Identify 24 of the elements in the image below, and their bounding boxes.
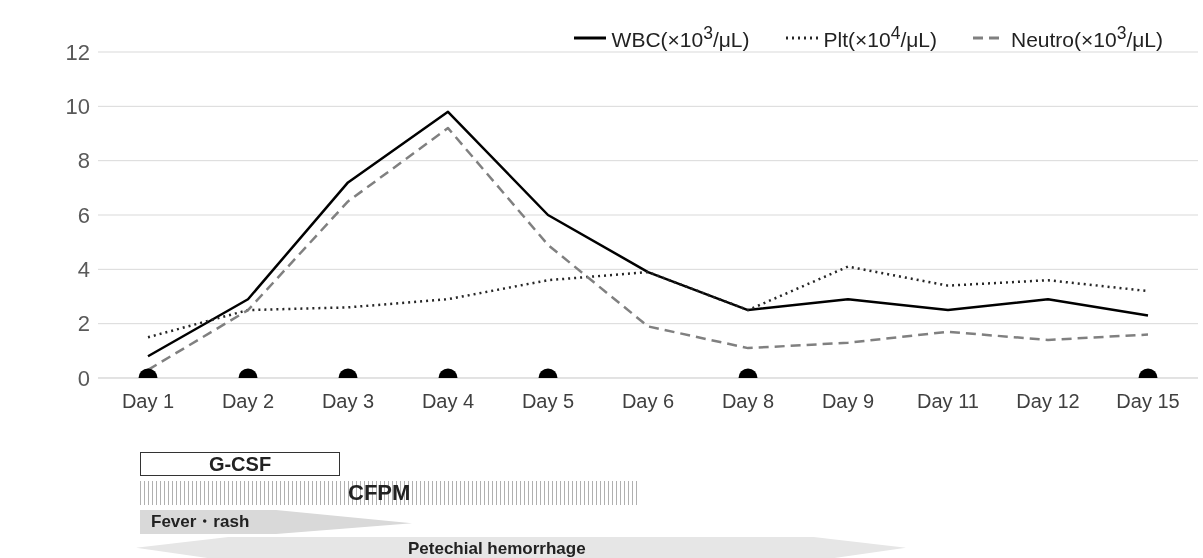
x-tick-label: Day 2: [221, 390, 275, 413]
x-tick-label: Day 12: [1016, 390, 1080, 413]
x-tick-label: Day 5: [521, 390, 575, 413]
x-tick-label: Day 11: [917, 390, 979, 413]
x-tick-label: Day 15: [1116, 390, 1180, 413]
x-tick-label: Day 6: [621, 390, 675, 413]
legend-label: WBC(×10$^{3}$/μL): [611, 23, 750, 52]
text: CFPM: [348, 480, 411, 505]
y-tick-label: 10: [65, 94, 90, 120]
text: Petechial hemorrhage: [408, 538, 586, 558]
x-tick-label: Day 9: [821, 390, 875, 413]
x-tick-label: Day 8: [721, 390, 775, 413]
text: Fever・rash: [151, 511, 250, 533]
y-tick-label: 12: [65, 39, 90, 65]
x-tick-label: Day 3: [321, 390, 375, 413]
y-tick-label: 2: [77, 311, 90, 337]
legend-label: Plt(×10$^{4}$/μL): [823, 23, 937, 52]
y-tick-label: 8: [77, 148, 90, 174]
x-tick-label: Day 1: [121, 390, 175, 413]
legend-label: Neutro(×10$^{3}$/μL): [1011, 23, 1163, 52]
x-tick-label: Day 4: [421, 390, 475, 413]
y-tick-label: 4: [77, 257, 90, 283]
y-tick-label: 6: [77, 202, 90, 228]
y-tick-label: 0: [77, 365, 90, 391]
